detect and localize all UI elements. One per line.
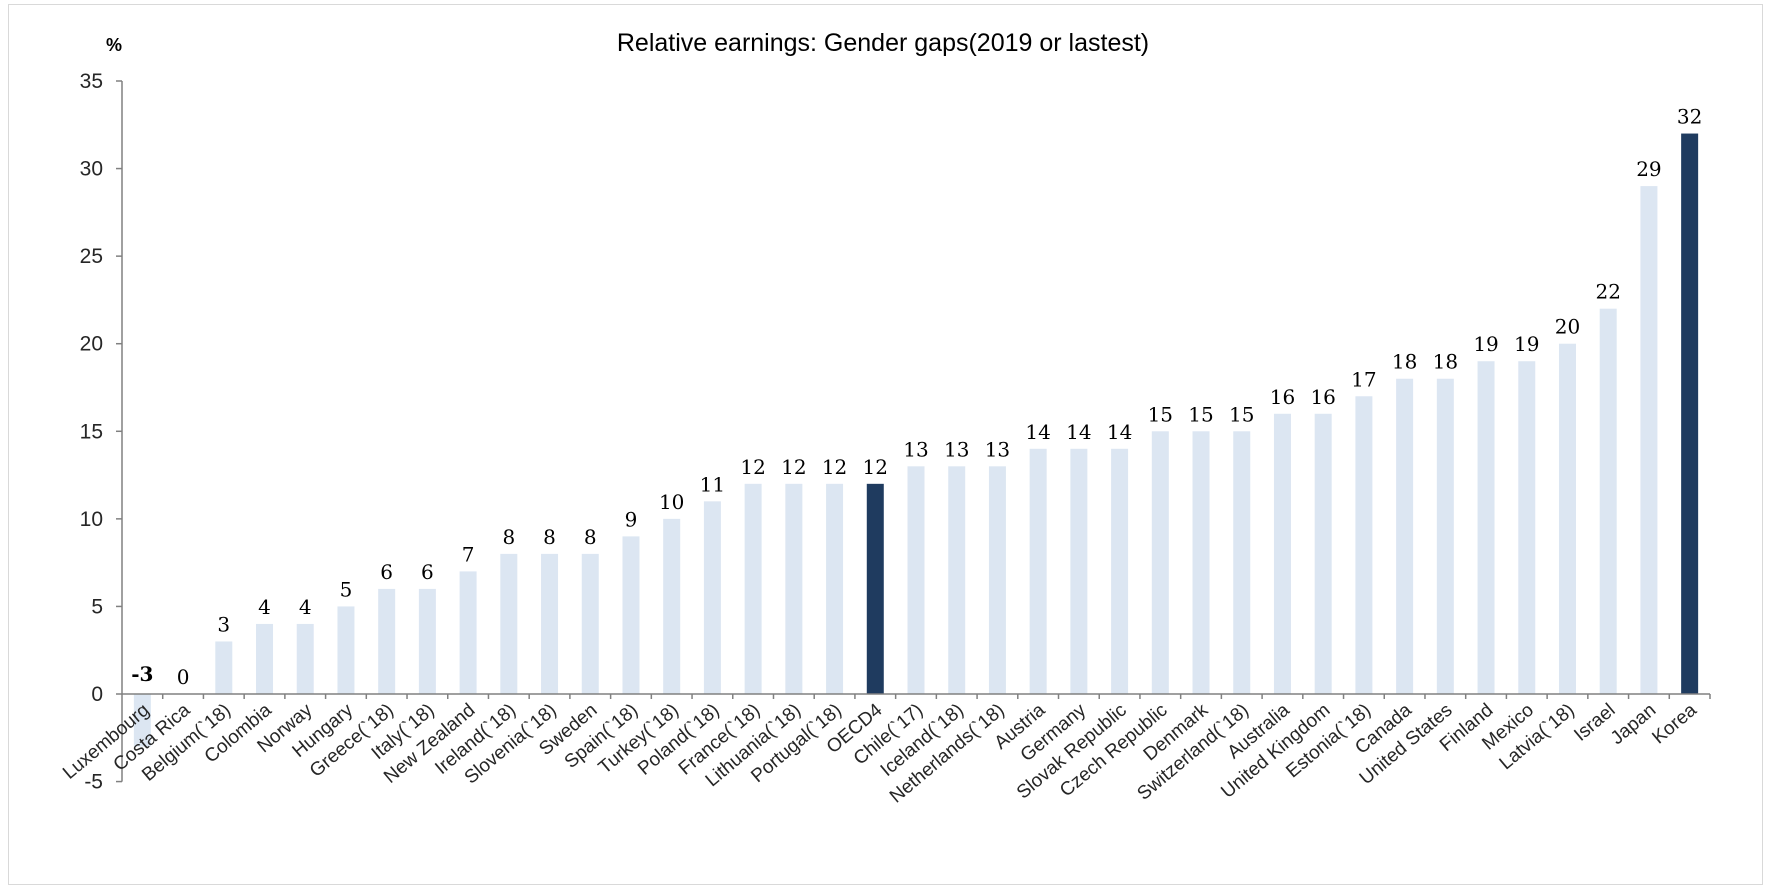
chart-title: Relative earnings: Gender gaps(2019 or l… bbox=[617, 29, 1149, 57]
data-label: 7 bbox=[462, 542, 475, 566]
data-label: 14 bbox=[1025, 420, 1050, 444]
bar bbox=[1681, 133, 1699, 695]
data-label: 10 bbox=[659, 490, 684, 514]
data-label: 3 bbox=[217, 612, 230, 636]
y-tick-label: 0 bbox=[91, 683, 103, 706]
bar bbox=[826, 483, 844, 694]
data-label: 29 bbox=[1636, 157, 1661, 181]
bar bbox=[1029, 448, 1047, 694]
bar bbox=[663, 518, 681, 694]
x-tick-label: Japan bbox=[1607, 700, 1660, 749]
bar bbox=[581, 553, 599, 694]
bar bbox=[1640, 186, 1658, 695]
bar bbox=[785, 483, 803, 694]
y-tick-label: 35 bbox=[80, 70, 103, 93]
data-labels: -3 0 3 4 4 5 6 6 7 8 8 8 9 10 11 12 12 12 12 13 13 13 14 14 14 15… bbox=[131, 105, 1702, 689]
data-label: 17 bbox=[1351, 367, 1376, 391]
data-label: 20 bbox=[1555, 315, 1580, 339]
y-tick-label: -5 bbox=[84, 771, 103, 794]
bar bbox=[256, 623, 274, 694]
bar bbox=[1111, 448, 1129, 694]
data-label: 14 bbox=[1107, 420, 1132, 444]
bar bbox=[744, 483, 762, 694]
bar bbox=[1396, 378, 1414, 694]
bar bbox=[1151, 431, 1169, 694]
bar bbox=[337, 606, 355, 694]
data-label: 32 bbox=[1677, 105, 1702, 129]
bar bbox=[1518, 361, 1536, 694]
bar bbox=[1436, 378, 1454, 694]
bar bbox=[215, 641, 233, 694]
data-label: 11 bbox=[700, 472, 725, 496]
bar bbox=[907, 466, 925, 694]
y-tick-label: 5 bbox=[91, 595, 103, 618]
data-label: 12 bbox=[863, 455, 888, 479]
y-tick-label: 25 bbox=[80, 245, 103, 268]
data-label: 4 bbox=[258, 595, 271, 619]
bar bbox=[459, 571, 477, 694]
bar bbox=[1355, 396, 1373, 694]
data-label: 18 bbox=[1392, 350, 1417, 374]
data-label: 19 bbox=[1473, 332, 1498, 356]
bar bbox=[296, 623, 314, 694]
data-label: 14 bbox=[1066, 420, 1091, 444]
axes bbox=[121, 81, 1711, 782]
bar bbox=[948, 466, 966, 694]
bar bbox=[1599, 308, 1617, 694]
bar bbox=[866, 483, 884, 694]
y-axis-unit-label: % bbox=[106, 35, 122, 55]
data-label: 19 bbox=[1514, 332, 1539, 356]
data-label: 13 bbox=[944, 437, 969, 461]
bar bbox=[1314, 413, 1332, 694]
data-label: 12 bbox=[740, 455, 765, 479]
data-label: 18 bbox=[1433, 350, 1458, 374]
bar bbox=[378, 588, 396, 694]
bar bbox=[988, 466, 1006, 694]
data-label: 4 bbox=[299, 595, 312, 619]
bar bbox=[1070, 448, 1088, 694]
bar bbox=[1233, 431, 1251, 694]
data-label: 13 bbox=[985, 437, 1010, 461]
bar bbox=[1558, 343, 1576, 694]
bar bbox=[133, 694, 151, 747]
data-label: 8 bbox=[502, 525, 515, 549]
y-axis: -5 0 5 10 15 20 25 30 35 bbox=[80, 70, 122, 794]
bar bbox=[1192, 431, 1210, 694]
data-label: -3 bbox=[131, 662, 153, 686]
data-label: 8 bbox=[584, 525, 597, 549]
bars bbox=[133, 133, 1699, 747]
data-label: 15 bbox=[1229, 402, 1254, 426]
y-tick-label: 15 bbox=[80, 420, 103, 443]
y-tick-label: 10 bbox=[80, 508, 103, 531]
data-label: 8 bbox=[543, 525, 556, 549]
bar bbox=[622, 536, 640, 694]
bar bbox=[541, 553, 559, 694]
data-label: 16 bbox=[1310, 385, 1335, 409]
data-label: 5 bbox=[340, 577, 353, 601]
bar bbox=[1273, 413, 1291, 694]
data-label: 13 bbox=[903, 437, 928, 461]
data-label: 16 bbox=[1270, 385, 1295, 409]
data-label: 15 bbox=[1188, 402, 1213, 426]
data-label: 15 bbox=[1148, 402, 1173, 426]
bar bbox=[418, 588, 436, 694]
data-label: 6 bbox=[380, 560, 393, 584]
data-label: 6 bbox=[421, 560, 434, 584]
bar bbox=[500, 553, 518, 694]
y-tick-label: 20 bbox=[80, 333, 103, 356]
data-label: 12 bbox=[781, 455, 806, 479]
y-tick-label: 30 bbox=[80, 158, 103, 181]
data-label: 22 bbox=[1595, 280, 1620, 304]
data-label: 9 bbox=[625, 507, 638, 531]
data-label: 0 bbox=[177, 665, 190, 689]
chart-frame bbox=[8, 4, 1763, 885]
bar bbox=[703, 501, 721, 694]
x-tick-label: Korea bbox=[1649, 699, 1702, 748]
data-label: 12 bbox=[822, 455, 847, 479]
bar bbox=[1477, 361, 1495, 694]
